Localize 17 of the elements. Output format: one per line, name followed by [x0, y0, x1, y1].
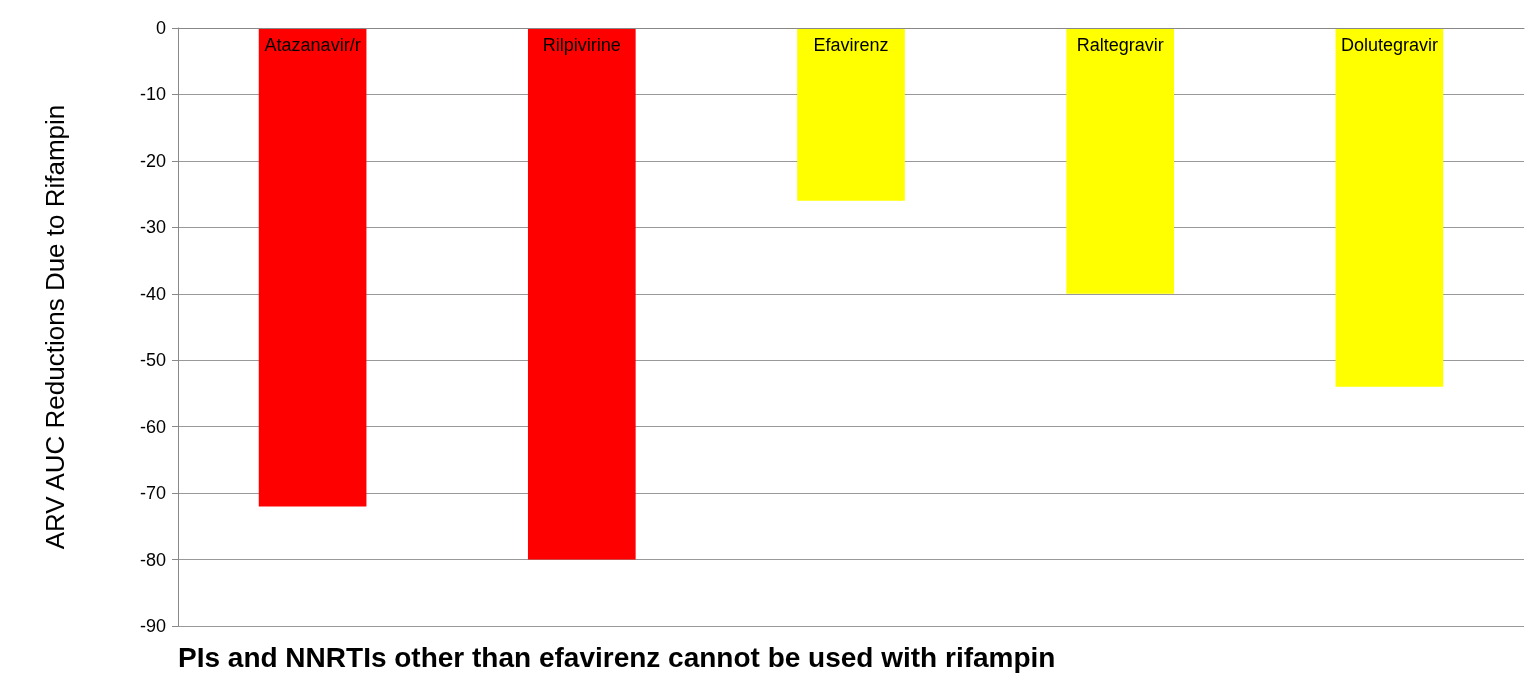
y-tick-label: -20 [139, 150, 166, 171]
y-tick-label: -80 [139, 549, 166, 570]
y-axis-title: ARV AUC Reductions Due to Rifampin [40, 104, 70, 550]
y-tick-label: -40 [139, 283, 166, 304]
x-tick-label: Efavirenz [813, 35, 889, 55]
text: PIs and NNRTIs other than efavirenz cannot be used with rifampin [178, 641, 1056, 673]
x-tick-label: Atazanavir/r [264, 35, 361, 55]
x-tick-label: Dolutegravir [1340, 35, 1438, 55]
y-tick-label: -10 [139, 84, 166, 105]
x-tick-label: Rilpivirine [542, 35, 621, 55]
y-tick-label: -90 [139, 616, 166, 636]
y-tick-label: -60 [139, 416, 166, 437]
y-tick-label: -70 [139, 483, 166, 504]
y-tick-label: 0 [155, 18, 166, 38]
y-tick-label: -30 [139, 217, 166, 238]
y-tick-label: -50 [139, 350, 166, 371]
x-tick-label: Raltegravir [1076, 35, 1164, 55]
